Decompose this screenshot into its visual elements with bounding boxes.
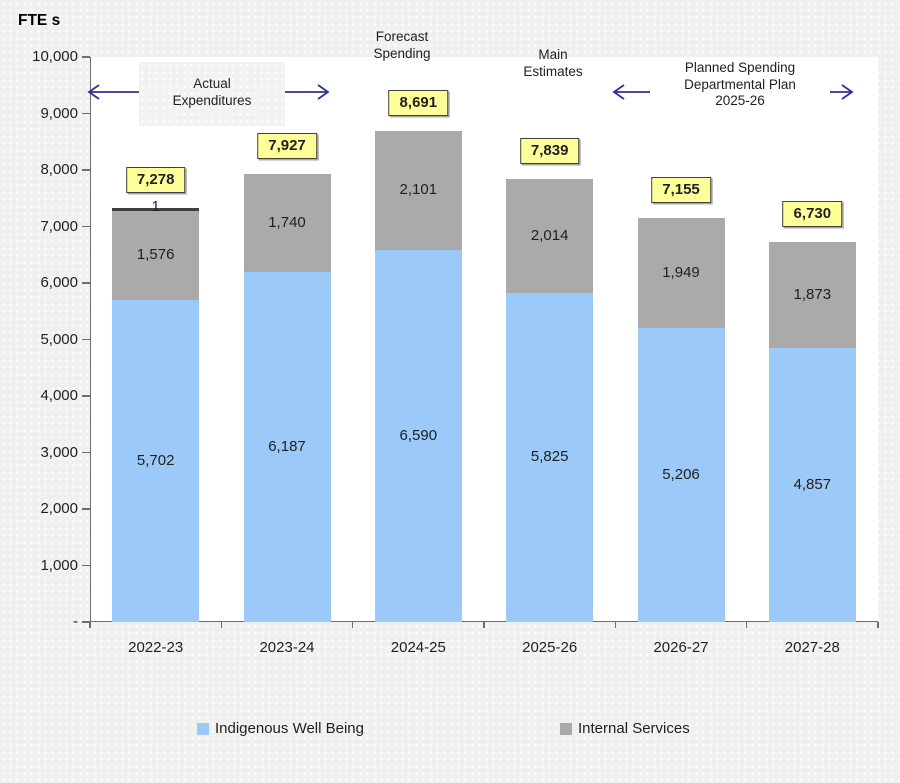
planned-spending-line3: 2025-26: [715, 93, 765, 108]
actual-expenditures-line2: Expenditures: [172, 92, 252, 108]
y-axis-tick-mark: [82, 338, 90, 341]
bar-total-label: 6,730: [782, 200, 843, 227]
actual-expenditures-line1: Actual: [193, 76, 231, 91]
y-axis-tick-mark: [82, 451, 90, 454]
bar-segment-internal-services: [243, 174, 331, 273]
bar-segment-internal-services: [374, 130, 462, 250]
y-axis-tick-label: 9,000: [40, 104, 78, 122]
legend-swatch-blue: [197, 722, 209, 735]
bar-total-label: 7,839: [519, 138, 580, 165]
bar-segment-indigenous-well-being: [112, 299, 200, 622]
y-axis-tick-label: 1,000: [40, 556, 78, 574]
bar-value-label-blue: 5,702: [136, 451, 175, 469]
planned-spending-label: Planned Spending Departmental Plan 2025-…: [650, 60, 830, 110]
y-axis-tick-mark: [82, 56, 90, 58]
bar-extra-value-label: 1: [151, 197, 160, 215]
bar-total-label: 7,278: [125, 166, 186, 193]
x-axis-category-label: 2025-26: [522, 639, 578, 656]
bar-segment-indigenous-well-being: [768, 347, 856, 622]
bar-value-label-blue: 6,187: [268, 438, 306, 456]
x-axis-tick-mark: [351, 622, 354, 628]
main-estimates-line1: Main: [538, 47, 568, 62]
bar-total-label: 7,155: [651, 176, 711, 203]
x-axis-tick-mark: [483, 622, 485, 628]
legend-label: Internal Services: [578, 720, 690, 737]
y-axis-tick-mark: [82, 508, 90, 510]
bar-value-label-blue: 4,857: [793, 475, 832, 493]
legend-item-indigenous-well-being: Indigenous Well Being: [197, 720, 364, 737]
bar-segment-extra: [112, 207, 200, 211]
bar-value-label-blue: 5,206: [662, 465, 700, 483]
forecast-spending-line2: Spending: [373, 45, 431, 61]
bar-value-label-blue: 5,825: [530, 448, 569, 466]
y-axis-title: FTE s: [18, 12, 61, 29]
planned-spending-line2: Departmental Plan: [684, 76, 796, 92]
forecast-spending-label: Forecast Spending: [342, 29, 462, 62]
legend-item-internal-services: Internal Services: [560, 720, 690, 737]
bar-value-label-gray: 1,873: [793, 285, 832, 303]
x-axis-category-label: 2027-28: [784, 639, 840, 656]
y-axis-tick-mark: [82, 564, 90, 567]
bar-segment-indigenous-well-being: [374, 249, 462, 622]
y-axis-tick-label: -: [73, 613, 78, 630]
x-axis-category-label: 2022-23: [128, 639, 184, 656]
bar-value-label-gray: 1,740: [268, 214, 306, 232]
x-axis-tick-mark: [614, 622, 617, 628]
bar-segment-internal-services: [112, 210, 200, 300]
bar-segment-indigenous-well-being: [637, 327, 725, 622]
bar-segment-internal-services: [506, 179, 594, 293]
x-axis-tick-mark: [220, 622, 223, 628]
y-axis-tick-label: 7,000: [40, 217, 78, 235]
bar-segment-internal-services: [768, 241, 856, 348]
x-axis-tick-mark: [745, 622, 748, 628]
y-axis-tick-mark: [82, 621, 90, 623]
y-axis-tick-mark: [82, 395, 90, 397]
bar-segment-internal-services: [637, 217, 725, 328]
y-axis-tick-label: 6,000: [40, 274, 78, 291]
legend-swatch-gray: [560, 722, 572, 735]
main-estimates-line2: Estimates: [523, 63, 583, 79]
actual-expenditures-label: Actual Expenditures: [139, 62, 285, 126]
bar-segment-indigenous-well-being: [243, 272, 331, 622]
y-axis-tick-label: 4,000: [40, 387, 78, 404]
bar-value-label-gray: 1,949: [662, 263, 700, 281]
y-axis-tick-label: 5,000: [40, 330, 78, 348]
y-axis-tick-label: 2,000: [40, 500, 78, 517]
bar-total-label: 8,691: [388, 89, 449, 116]
y-axis-tick-mark: [82, 225, 90, 228]
y-axis-tick-label: 10,000: [32, 48, 78, 65]
y-axis-tick-mark: [82, 169, 90, 171]
bar-value-label-blue: 6,590: [399, 426, 438, 444]
y-axis-tick-mark: [82, 112, 90, 115]
bar-segment-indigenous-well-being: [506, 292, 594, 622]
bar-value-label-gray: 2,101: [399, 181, 438, 199]
bar-value-label-gray: 1,576: [136, 246, 175, 264]
x-axis-tick-mark: [89, 622, 91, 628]
main-estimates-label: Main Estimates: [493, 47, 613, 80]
y-axis-tick-label: 8,000: [40, 161, 78, 178]
y-axis-tick-label: 3,000: [40, 443, 78, 461]
plot-area: [90, 57, 878, 622]
y-axis-tick-mark: [82, 282, 90, 284]
legend-label: Indigenous Well Being: [215, 720, 364, 737]
x-axis-category-label: 2026-27: [653, 639, 709, 656]
bar-total-label: 7,927: [257, 133, 317, 160]
forecast-spending-line1: Forecast: [375, 29, 429, 44]
x-axis-category-label: 2024-25: [390, 639, 446, 656]
planned-spending-line1: Planned Spending: [684, 60, 796, 75]
bar-value-label-gray: 2,014: [530, 226, 569, 244]
x-axis-category-label: 2023-24: [259, 639, 315, 656]
x-axis-tick-mark: [877, 622, 879, 628]
